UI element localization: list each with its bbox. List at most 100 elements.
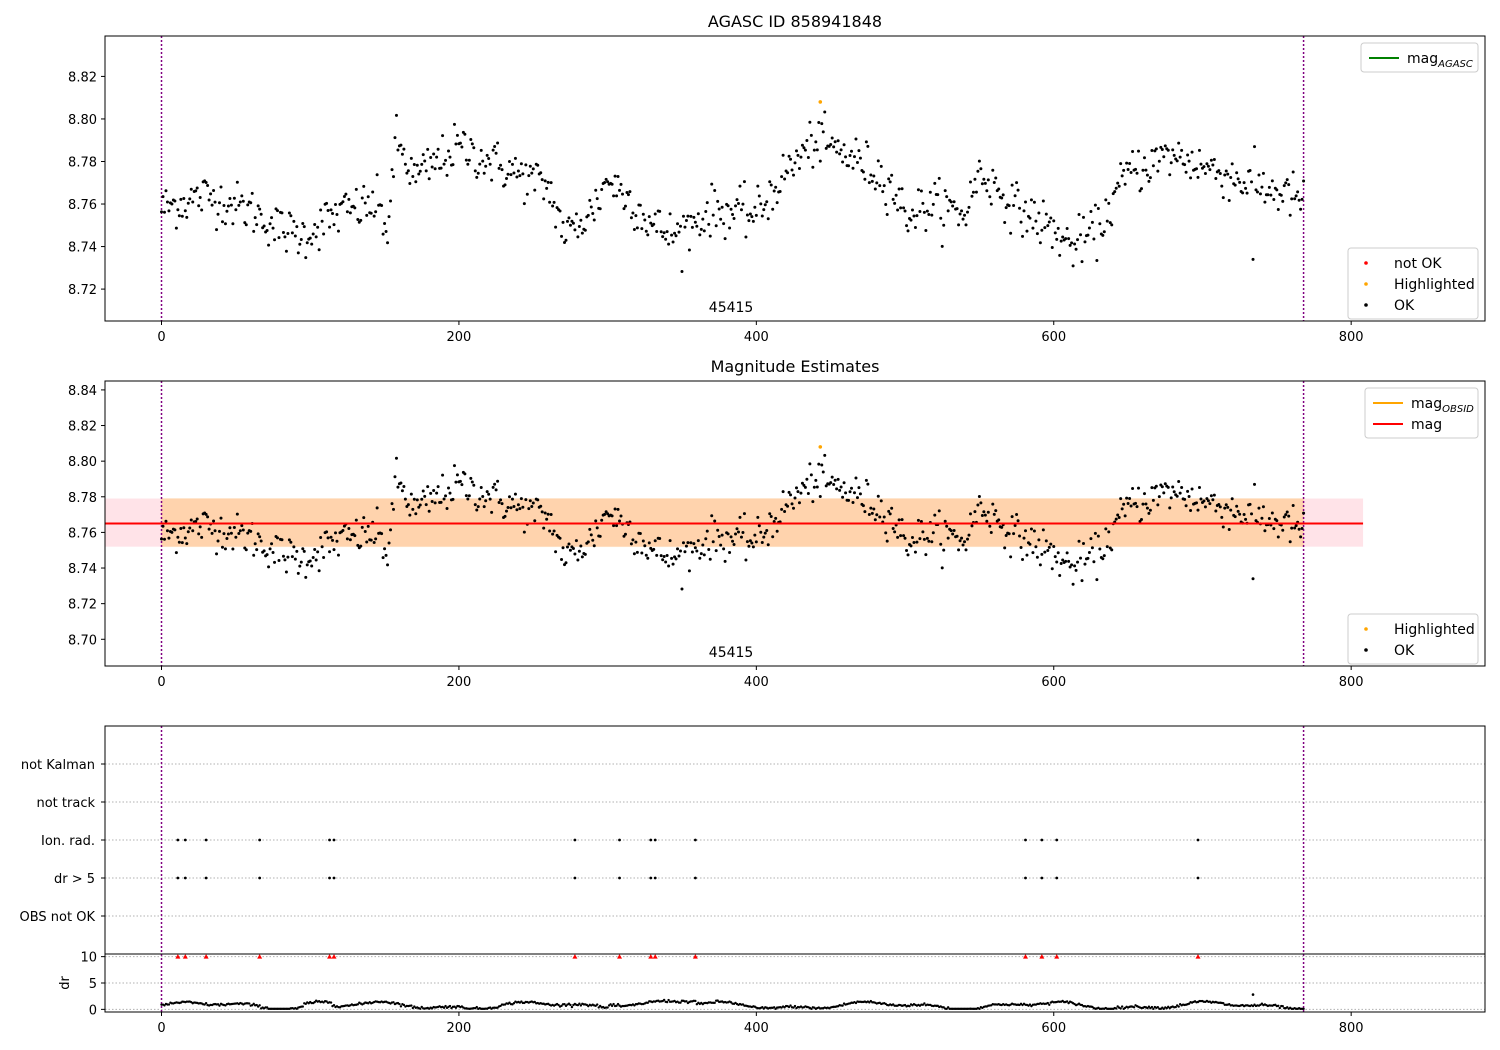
data-point-ok [765,200,769,204]
data-point-ok [989,202,993,206]
data-point-ok [814,140,818,144]
data-point-ok [524,498,528,502]
data-point-ok [286,231,290,235]
dr-point [908,1004,911,1008]
data-point-ok [719,217,723,221]
x-tick-label: 800 [1339,1021,1364,1036]
data-point-ok [615,194,619,198]
data-point-ok [1261,171,1265,175]
data-point-ok [797,501,801,505]
data-point-ok [1050,245,1054,249]
data-point-ok [900,187,904,191]
data-point-ok [854,476,858,480]
x-tick-label: 400 [744,675,769,690]
data-point-ok [1141,502,1145,506]
data-point-ok [470,480,474,484]
data-point-ok [696,539,700,543]
data-point-ok [1244,186,1248,190]
data-point-ok [1218,505,1222,509]
data-point-ok [225,209,229,213]
data-point-ok [974,190,978,194]
data-point-ok [246,203,250,207]
data-point-ok [287,538,291,542]
data-point-ok [673,555,677,559]
flag-point [204,876,208,880]
data-point-ok [496,141,500,145]
data-point-ok [342,195,346,199]
data-point-ok [455,133,459,137]
flag-point [693,876,697,880]
data-point-ok [1038,563,1042,567]
data-point-ok [522,202,526,206]
data-point-ok [345,210,349,214]
data-point-ok [643,544,647,548]
data-point-ok [863,510,867,514]
data-point-ok [329,208,333,212]
data-point-ok [766,543,770,547]
data-point-ok [806,491,810,495]
data-point-ok [757,194,761,198]
data-point-ok [1077,213,1081,217]
data-point-ok [772,520,776,524]
data-point-ok [496,479,500,483]
chart-title: AGASC ID 858941848 [708,12,882,31]
data-point-ok [618,188,622,192]
dr-clipped-marker [648,954,654,959]
data-point-ok [1177,479,1181,483]
data-point-ok [1053,231,1057,235]
data-point-ok [270,542,274,546]
data-point-ok [992,512,996,516]
data-point-ok [732,542,736,546]
data-point-ok [1108,221,1112,225]
x-tick-label: 200 [447,330,472,345]
data-point-ok [1150,149,1154,153]
data-point-ok [698,556,702,560]
y-tick-label: 8.74 [68,241,97,256]
data-point-ok [1137,486,1141,490]
data-point-ok [1144,168,1148,172]
data-point-ok [542,197,546,201]
data-point-ok [216,539,220,543]
data-point-ok [491,148,495,152]
data-point-ok [188,526,192,530]
legend-point-swatch [1364,303,1368,307]
data-point-ok [1175,494,1179,498]
data-point-ok [970,194,974,198]
data-point-ok [1287,183,1291,187]
data-point-ok [226,532,230,536]
data-point-ok [1123,182,1127,186]
data-point-ok [286,555,290,559]
data-point-ok [527,507,531,511]
data-point-ok [980,513,984,517]
data-point-ok [899,206,903,210]
dr-point [1156,1006,1160,1009]
data-point-ok [930,213,934,217]
data-point-ok [583,228,587,232]
data-point-ok [940,566,944,570]
data-point-ok [808,462,812,466]
data-point-ok [241,528,245,532]
data-point-ok [490,178,494,182]
data-point-ok [1031,226,1035,230]
data-point-ok [354,518,358,522]
data-point-ok [391,175,395,179]
data-point-ok [293,234,297,238]
data-point-ok [638,203,642,207]
data-point-ok [1052,545,1056,549]
data-point-ok [579,544,583,548]
data-point-ok [1090,546,1094,550]
data-point-ok [276,209,279,213]
y-tick-label: 8.84 [68,384,97,399]
data-point-ok [676,222,680,226]
data-point-ok [1104,527,1108,531]
data-point-ok [183,209,187,213]
data-point-ok [1015,181,1019,185]
data-point-ok [684,218,688,222]
data-point-ok [1209,158,1213,162]
data-point-ok [792,506,796,510]
data-point-ok [670,556,674,560]
data-point-ok [1227,527,1231,531]
data-point-ok [317,248,321,252]
data-point-ok [820,122,824,126]
dr-clipped-marker [175,954,181,959]
